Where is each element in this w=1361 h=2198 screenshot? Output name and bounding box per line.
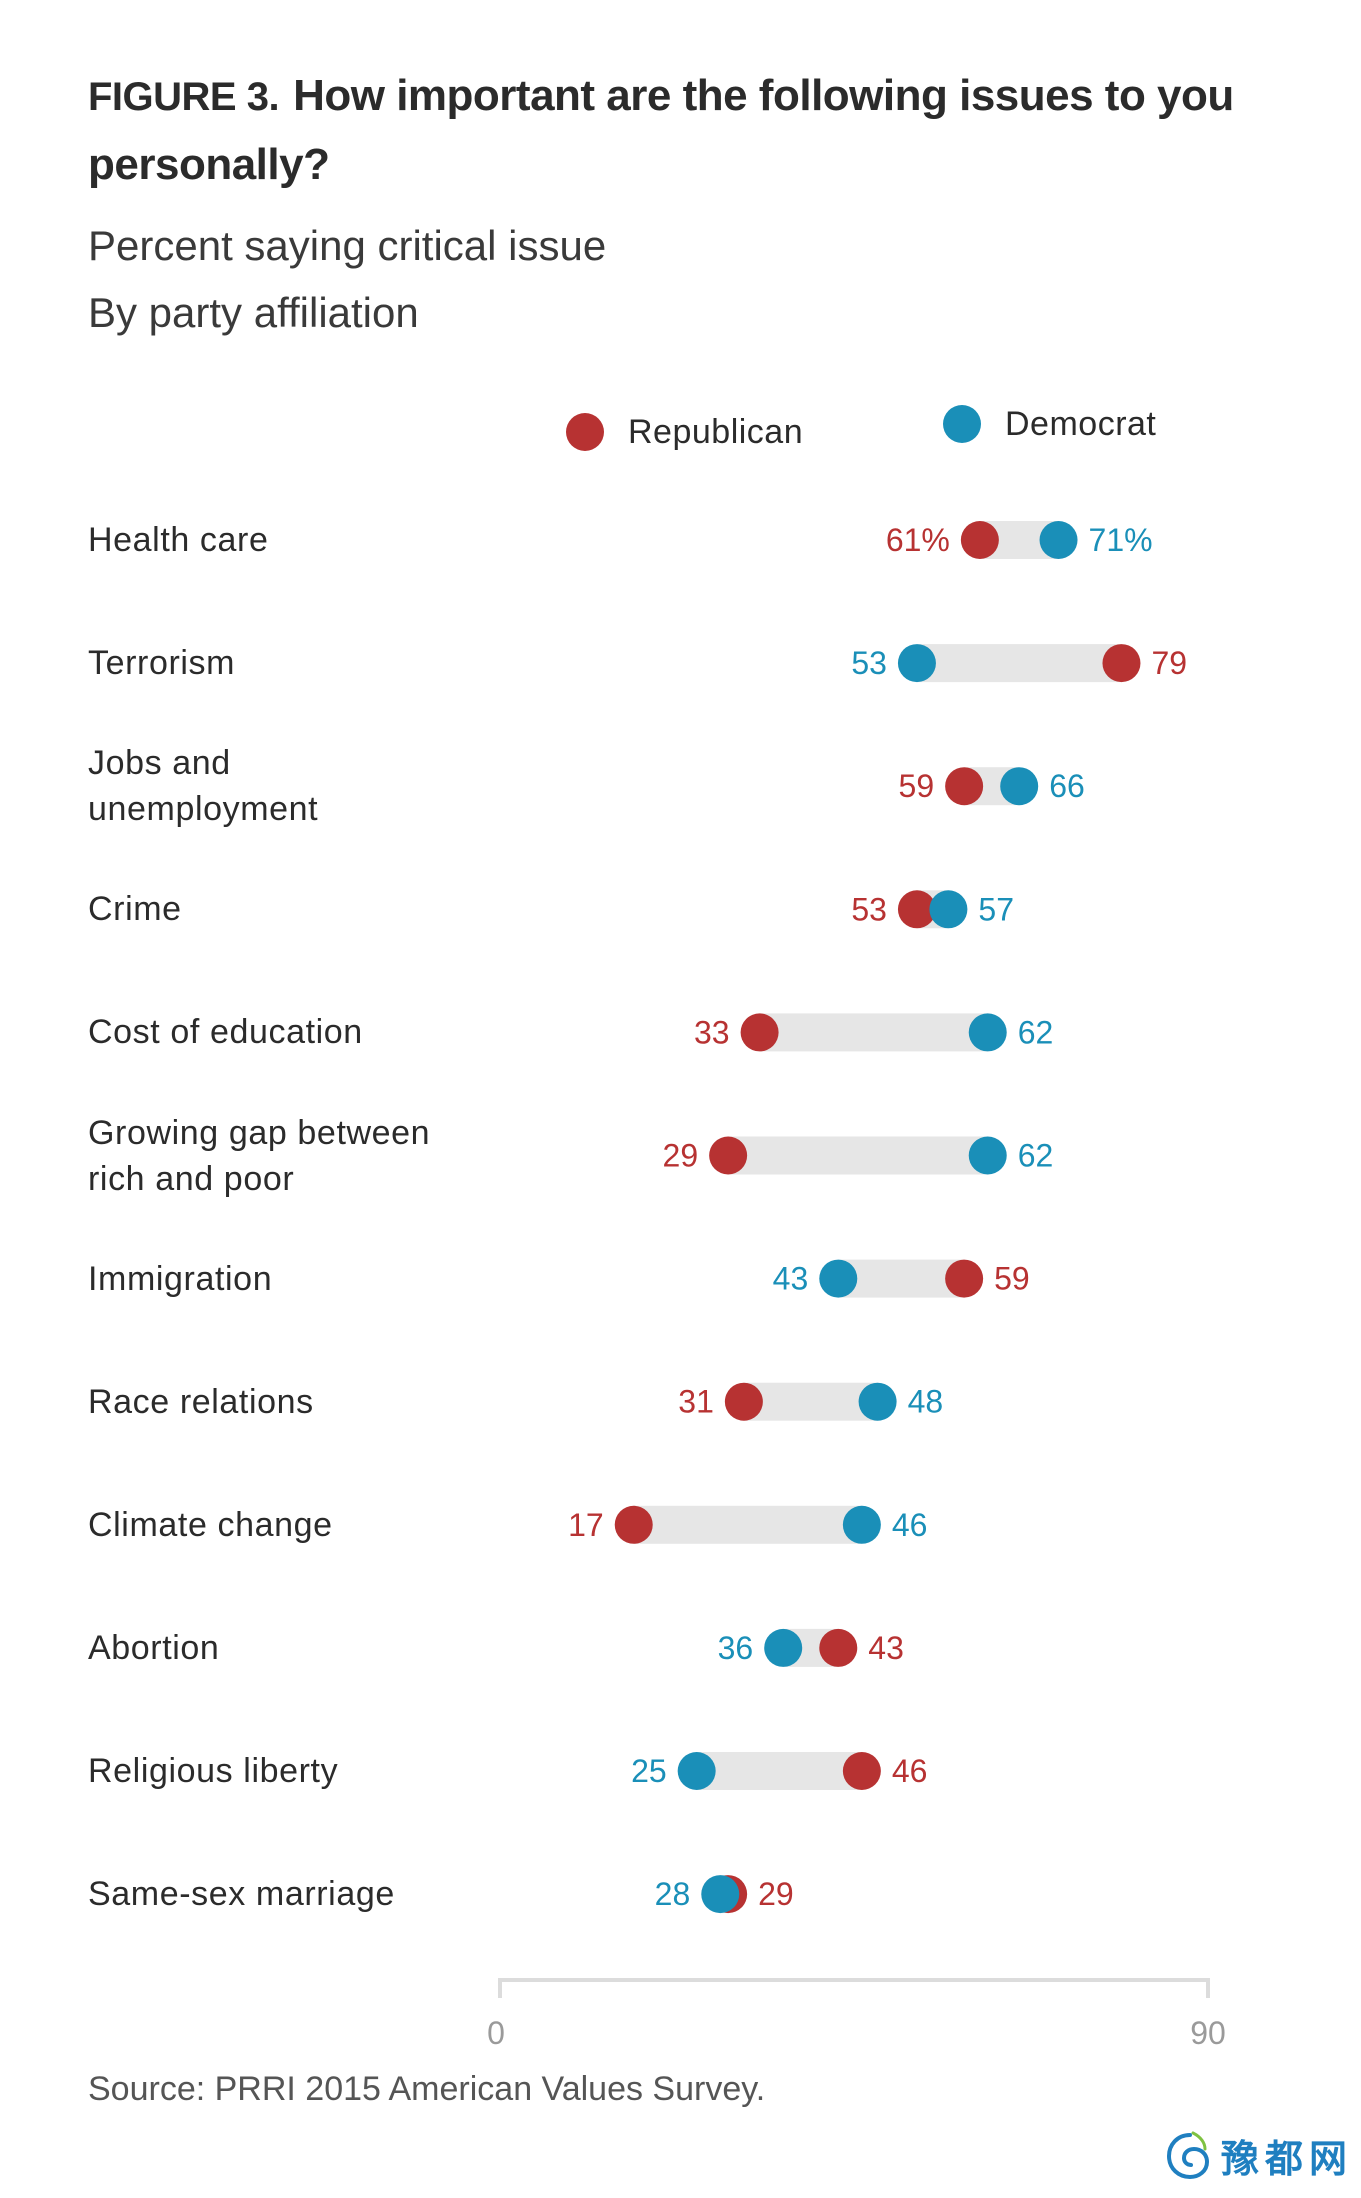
legend-label-republican: Republican [628, 412, 804, 451]
republican-value-label: 43 [868, 1630, 904, 1666]
republican-value-label: 17 [568, 1507, 604, 1543]
category-label-line: Terrorism [88, 644, 236, 683]
democrat-value-label: 62 [1018, 1014, 1054, 1050]
connector-bar [743, 1382, 878, 1421]
category-label: Immigration [88, 1256, 272, 1302]
democrat-value-label: 25 [631, 1753, 667, 1789]
republican-value-label: 29 [663, 1138, 699, 1174]
category-label-line: Race relations [88, 1382, 314, 1421]
republican-value-label: 59 [899, 768, 935, 804]
watermark-text: 豫都网 [1220, 2137, 1353, 2181]
connector-bar [696, 1752, 862, 1790]
democrat-dot [701, 1875, 740, 1914]
subtitle-line-2: By party affiliation [88, 289, 419, 336]
democrat-dot [764, 1628, 803, 1667]
category-label-line: Cost of education [88, 1013, 363, 1052]
category-label: Climate change [88, 1502, 333, 1548]
category-label: Health care [88, 517, 268, 563]
category-label-line: rich and poor [88, 1159, 295, 1198]
category-label-line: Same-sex marriage [88, 1875, 395, 1914]
democrat-dot [1000, 767, 1039, 806]
republican-dot [740, 1013, 779, 1052]
connector-bar [838, 1259, 965, 1298]
category-label: Abortion [88, 1625, 219, 1671]
source-note: Source: PRRI 2015 American Values Survey… [88, 2070, 766, 2108]
republican-dot [709, 1136, 748, 1175]
swirl-logo-icon [1166, 2131, 1209, 2179]
republican-value-label: 53 [851, 891, 887, 927]
category-label: Growing gap between rich and poor [88, 1110, 430, 1202]
category-label-line: Immigration [88, 1259, 273, 1298]
category-label: Religious liberty [88, 1748, 338, 1794]
republican-dot-icon [566, 413, 604, 451]
category-label-line: Growing gap between [88, 1113, 431, 1152]
category-label: Terrorism [88, 640, 235, 686]
category-label: Crime [88, 886, 182, 932]
democrat-value-label: 66 [1049, 768, 1085, 804]
democrat-dot [842, 1505, 881, 1544]
republican-dot [842, 1752, 881, 1790]
category-label-line: Abortion [88, 1628, 220, 1667]
democrat-dot [968, 1013, 1007, 1052]
democrat-dot [819, 1259, 858, 1298]
republican-value-label: 33 [694, 1014, 730, 1050]
democrat-value-label: 46 [892, 1507, 928, 1543]
democrat-dot [897, 644, 936, 683]
chart-title: FIGURE 3. How important are the following… [88, 62, 1238, 199]
republican-value-label: 61% [886, 522, 950, 558]
democrat-value-label: 62 [1018, 1138, 1054, 1174]
x-tick-label: 0 [487, 2015, 505, 2051]
democrat-value-label: 43 [773, 1261, 809, 1297]
category-label-line: unemployment [88, 790, 319, 829]
democrat-dot [1039, 521, 1078, 559]
democrat-value-label: 28 [655, 1876, 691, 1912]
republican-dot [945, 767, 984, 806]
x-tick-label: 90 [1190, 2015, 1226, 2051]
republican-value-label: 29 [758, 1876, 794, 1912]
democrat-value-label: 71% [1089, 522, 1153, 558]
democrat-value-label: 36 [718, 1630, 754, 1666]
republican-value-label: 79 [1151, 645, 1187, 681]
connector-bar [916, 644, 1122, 683]
republican-dot [897, 890, 936, 929]
republican-dot [1102, 644, 1141, 683]
legend-item-republican: Republican [566, 402, 803, 462]
category-label-line: Religious liberty [88, 1752, 339, 1790]
figure-label: FIGURE 3. [88, 75, 280, 119]
democrat-value-label: 57 [978, 891, 1014, 927]
republican-dot [614, 1505, 653, 1544]
title-text: How important are the following issues t… [88, 71, 1234, 189]
legend-label-democrat: Democrat [1005, 404, 1157, 443]
republican-value-label: 59 [994, 1261, 1030, 1297]
category-label-line: Climate change [88, 1505, 333, 1544]
watermark: 豫都网 [1163, 2128, 1353, 2183]
democrat-dot [858, 1382, 897, 1421]
democrat-dot-icon [943, 405, 981, 443]
connector-bar [633, 1505, 862, 1544]
connector-bar [728, 1136, 988, 1175]
category-label: Cost of education [88, 1009, 363, 1055]
republican-value-label: 31 [678, 1384, 714, 1420]
democrat-value-label: 48 [908, 1384, 944, 1420]
legend-item-democrat: Democrat [943, 394, 1156, 454]
democrat-dot [929, 890, 968, 929]
category-label-line: Health care [88, 521, 269, 559]
subtitle-line-1: Percent saying critical issue [88, 222, 607, 269]
republican-dot [960, 521, 999, 559]
category-label: Jobs and unemployment [88, 740, 318, 832]
democrat-dot [677, 1752, 716, 1790]
connector-bar [759, 1013, 988, 1052]
category-label-line: Jobs and [88, 744, 231, 783]
category-label: Race relations [88, 1379, 314, 1425]
category-label-line: Crime [88, 890, 182, 929]
democrat-dot [968, 1136, 1007, 1175]
republican-dot [819, 1628, 858, 1667]
republican-dot [724, 1382, 763, 1421]
republican-dot [945, 1259, 984, 1298]
category-label: Same-sex marriage [88, 1871, 395, 1917]
republican-value-label: 46 [892, 1753, 928, 1789]
democrat-value-label: 53 [851, 645, 887, 681]
